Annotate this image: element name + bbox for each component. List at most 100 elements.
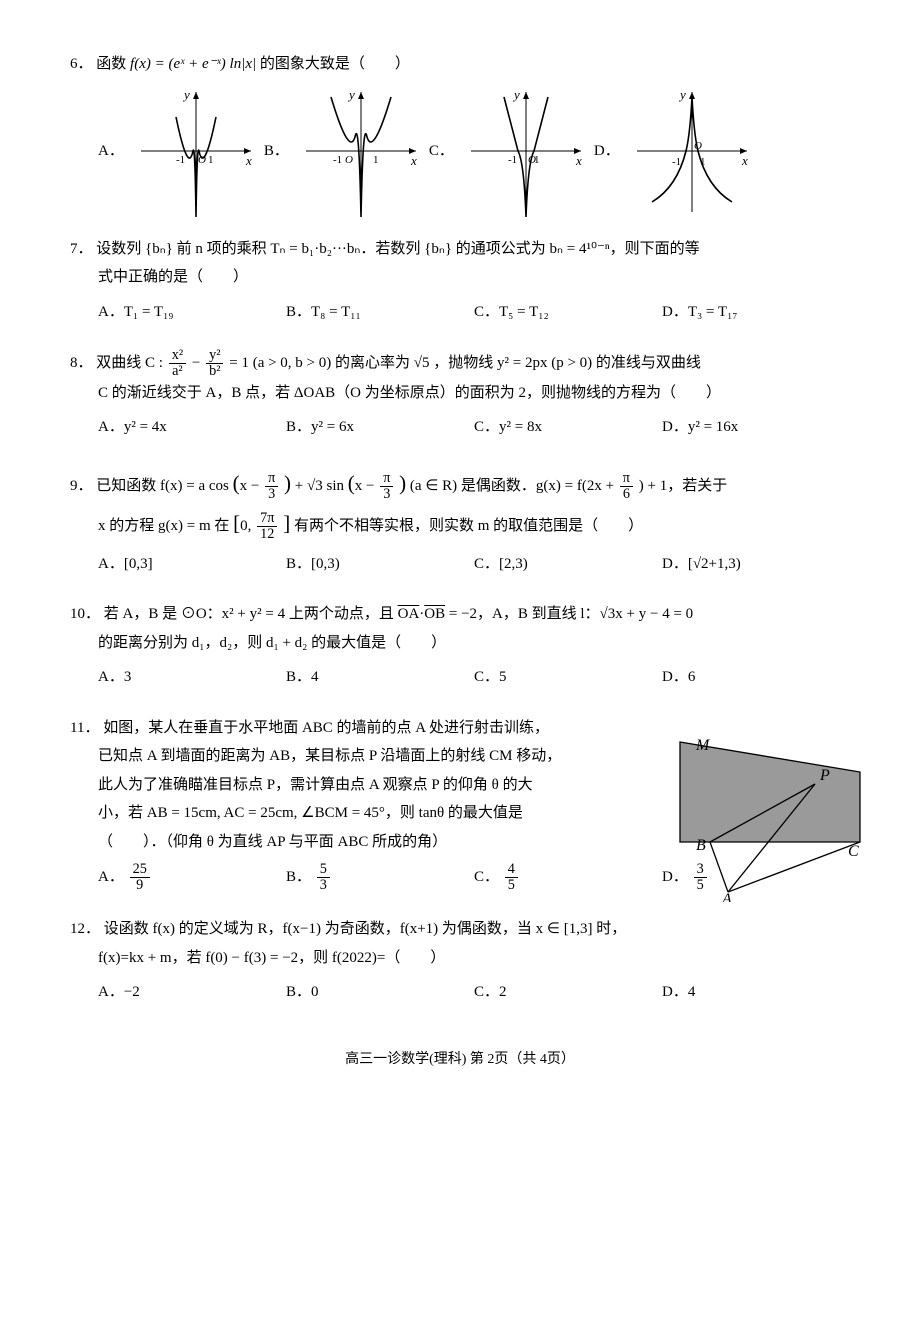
q9-optA: A．[0,3] [98, 550, 286, 579]
q9-optC: C．[2,3) [474, 550, 662, 579]
svg-text:C: C [848, 843, 859, 860]
q9-line2: x 的方程 g(x) = m 在 [0, 7π12 ] 有两个不相等实根，则实数… [98, 504, 850, 544]
q6-optC-label: C． [429, 137, 454, 166]
q9-rp1: ) [284, 471, 291, 495]
svg-text:x: x [410, 153, 417, 168]
q9-l2a: x 的方程 g(x) = m 在 [98, 518, 233, 534]
svg-text:x: x [575, 153, 582, 168]
q6-graph-C: x y O -11 [466, 87, 586, 217]
q7-line2: 式中正确的是（ ） [98, 263, 850, 292]
q11-optC: C． 45 [474, 862, 662, 893]
q8-optD: D．y² = 16x [662, 413, 850, 442]
q9-rp2: ) [399, 471, 406, 495]
q10-optC: C．5 [474, 663, 662, 692]
q12-optB: B．0 [286, 978, 474, 1007]
q12-options: A．−2 B．0 C．2 D．4 [98, 978, 850, 1011]
question-8: 8． 双曲线 C : x²a² − y²b² = 1 (a > 0, b > 0… [70, 348, 850, 446]
q10-line2: 的距离分别为 d₁，d₂，则 d₁ + d₂ 的最大值是（ ） [98, 629, 850, 658]
q8-optC: C．y² = 8x [474, 413, 662, 442]
q9-options: A．[0,3] B．[0,3) C．[2,3) D．[√2+1,3) [98, 550, 850, 583]
q6-stem-suffix: 的图象大致是（ ） [260, 56, 410, 72]
svg-text:O: O [345, 154, 353, 166]
q8-frac2: y²b² [206, 348, 223, 379]
q8-sqrt: √5 [414, 355, 430, 371]
q11-optB: B． 53 [286, 862, 474, 893]
q8-l1b: = 1 (a > 0, b > 0) 的离心率为 [229, 355, 414, 371]
q10-optD: D．6 [662, 663, 850, 692]
q11-optA: A． 259 [98, 862, 286, 893]
q8-mid1: − [192, 355, 204, 371]
q6-graph-A: x y O -11 [136, 87, 256, 217]
q9-lb: [ [233, 511, 240, 535]
q8-optB: B．y² = 6x [286, 413, 474, 442]
q11-figure: M B C A P [670, 732, 870, 902]
q12-number: 12． [70, 921, 100, 937]
q11-l2: 已知点 A 到墙面的距离为 AB，某目标点 P 沿墙面上的射线 CM 移动， [98, 742, 580, 771]
question-7: 7． 设数列 {bₙ} 前 n 项的乘积 Tₙ = b₁·b₂···bₙ．若数列… [70, 235, 850, 331]
q11-optA-label: A． [98, 869, 124, 885]
q6-optB-label: B． [264, 137, 289, 166]
page-footer: 高三一诊数学(理科) 第 2页（共 4页） [70, 1047, 850, 1074]
svg-text:M: M [695, 737, 711, 754]
q10-options: A．3 B．4 C．5 D．6 [98, 663, 850, 696]
q6-optD-label: D． [594, 137, 620, 166]
q10-optA: A．3 [98, 663, 286, 692]
q9-lp1: ( [233, 471, 240, 495]
q10-l1a: 若 A，B 是 ⊙O：x² + y² = 4 上两个动点，且 [104, 606, 398, 622]
q6-graph-B: x y O -1 1 [301, 87, 421, 217]
q10-optB: B．4 [286, 663, 474, 692]
q8-frac1: x²a² [169, 348, 186, 379]
q10-vec: OA [398, 606, 420, 622]
q10-number: 10． [70, 606, 100, 622]
q9-number: 9． [70, 478, 93, 494]
svg-text:1: 1 [373, 154, 379, 166]
q11-l5: （ ）．（仰角 θ 为直线 AP 与平面 ABC 所成的角） [98, 828, 580, 857]
question-12: 12． 设函数 f(x) 的定义域为 R，f(x−1) 为奇函数，f(x+1) … [70, 915, 850, 1011]
q6-formula: f(x) = (eˣ + e⁻ˣ) ln|x| [130, 56, 256, 72]
svg-text:y: y [678, 87, 686, 102]
q11-optB-label: B． [286, 869, 311, 885]
svg-text:B: B [696, 837, 706, 854]
svg-text:y: y [182, 87, 190, 102]
q8-optA: A．y² = 4x [98, 413, 286, 442]
q11-l4: 小，若 AB = 15cm, AC = 25cm, ∠BCM = 45°，则 t… [98, 799, 580, 828]
q7-optA: A．T₁ = T₁₉ [98, 298, 286, 327]
q12-l2: f(x)=kx + m，若 f(0) − f(3) = −2，则 f(2022)… [98, 944, 850, 973]
q8-l1c: ，抛物线 y² = 2px (p > 0) 的准线与双曲线 [433, 355, 701, 371]
svg-text:-1: -1 [672, 156, 681, 168]
q7-line1: 设数列 {bₙ} 前 n 项的乘积 Tₙ = b₁·b₂···bₙ．若数列 {b… [96, 241, 699, 257]
q11-l3: 此人为了准确瞄准目标点 P，需计算由点 A 观察点 P 的仰角 θ 的大 [98, 771, 580, 800]
q9-l1c: ) + 1，若关于 [639, 478, 727, 494]
q10-l1b: = −2，A，B 到直线 l：√3x + y − 4 = 0 [449, 606, 693, 622]
q12-optC: C．2 [474, 978, 662, 1007]
q12-l1: 设函数 f(x) 的定义域为 R，f(x−1) 为奇函数，f(x+1) 为偶函数… [104, 921, 626, 937]
q9-frac4: 7π12 [257, 511, 277, 542]
q9-rb: ] [283, 511, 290, 535]
question-9: 9． 已知函数 f(x) = a cos ((x − x − π3 ) + √3… [70, 464, 850, 582]
q7-options: A．T₁ = T₁₉ B．T₈ = T₁₁ C．T₅ = T₁₂ D．T₃ = … [98, 298, 850, 331]
q9-frac1: π3 [265, 471, 278, 502]
q6-stem-prefix: 函数 [96, 56, 130, 72]
q10-vec2: OB [424, 606, 445, 622]
q9-frac3: π6 [620, 471, 633, 502]
q7-optB: B．T₈ = T₁₁ [286, 298, 474, 327]
svg-text:A: A [721, 891, 732, 902]
q6-number: 6． [70, 56, 93, 72]
q9-l2b: 有两个不相等实根，则实数 m 的取值范围是（ ） [294, 518, 643, 534]
q9-l1b: (a ∈ R) 是偶函数．g(x) = f(2x + [410, 478, 618, 494]
q12-optA: A．−2 [98, 978, 286, 1007]
svg-text:y: y [347, 87, 355, 102]
svg-text:P: P [819, 767, 830, 784]
q9-frac2: π3 [380, 471, 393, 502]
svg-text:-1: -1 [333, 154, 342, 166]
q6-graph-row: A． x y O -11 B． x y O -11 C． x y O -1 [98, 87, 850, 217]
q9-mid: + √3 sin [295, 478, 344, 494]
svg-text:x: x [741, 153, 748, 168]
svg-text:x: x [245, 153, 252, 168]
svg-text:-1: -1 [508, 154, 517, 166]
q6-graph-D: x y O -11 [632, 87, 752, 217]
q12-optD: D．4 [662, 978, 850, 1007]
q8-options: A．y² = 4x B．y² = 6x C．y² = 8x D．y² = 16x [98, 413, 850, 446]
svg-text:1: 1 [208, 154, 214, 166]
q8-number: 8． [70, 355, 93, 371]
